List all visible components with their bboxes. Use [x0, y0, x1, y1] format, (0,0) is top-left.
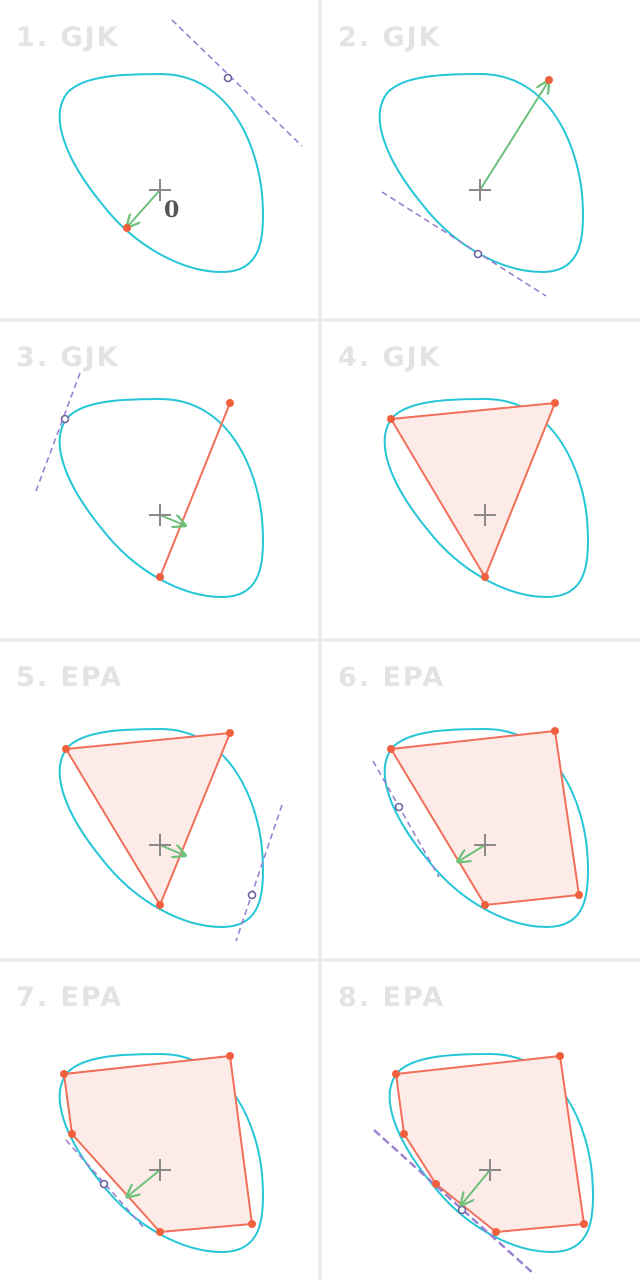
panel-title: 2. GJK — [338, 22, 442, 53]
polytope-vertex — [226, 729, 234, 737]
simplex-vertex — [156, 573, 164, 581]
polytope — [389, 729, 581, 907]
panel-1: 0 — [58, 19, 303, 273]
support-point — [223, 73, 233, 83]
simplex-triangle — [389, 401, 557, 580]
panel-title: 4. GJK — [338, 342, 442, 373]
polytope-vertex — [575, 891, 583, 899]
support-point — [99, 1179, 109, 1189]
search-direction-arrow — [128, 189, 161, 226]
support-point — [394, 802, 404, 812]
polytope-vertex — [556, 1052, 564, 1060]
panel-title: 3. GJK — [16, 342, 120, 373]
polytope-vertex — [68, 1130, 76, 1138]
panel-title: 8. EPA — [338, 982, 445, 1013]
minkowski-shape — [58, 73, 265, 273]
polytope-vertex — [387, 745, 395, 753]
simplex-vertex — [545, 76, 553, 84]
origin-cross — [149, 834, 171, 856]
origin-label: 0 — [164, 197, 179, 223]
panel-title: 1. GJK — [16, 22, 120, 53]
minkowski-shape — [58, 398, 265, 598]
panel-7 — [58, 1052, 265, 1253]
minkowski-shape — [378, 73, 585, 273]
simplex-vertex — [226, 399, 234, 407]
tangent-line — [35, 372, 81, 492]
polytope-vertex — [481, 901, 489, 909]
polytope-vertex — [248, 1220, 256, 1228]
polytope-vertex — [492, 1228, 500, 1236]
panel-title: 5. EPA — [16, 662, 123, 693]
search-direction-arrow — [128, 1169, 161, 1196]
tangent-line — [171, 19, 303, 147]
support-point — [60, 414, 70, 424]
search-direction-arrow — [159, 514, 184, 525]
panel-8 — [373, 1052, 595, 1275]
simplex-vertex — [387, 415, 395, 423]
support-point — [457, 1205, 467, 1215]
polytope — [62, 1054, 254, 1234]
polytope-vertex — [551, 727, 559, 735]
polytope — [394, 1054, 586, 1234]
polytope-vertex — [392, 1070, 400, 1078]
panel-5 — [58, 728, 283, 942]
panel-title: 6. EPA — [338, 662, 445, 693]
polytope-vertex — [156, 901, 164, 909]
tangent-line — [381, 191, 547, 297]
polytope — [64, 731, 232, 908]
simplex-vertex — [481, 573, 489, 581]
polytope-vertex — [580, 1220, 588, 1228]
search-direction-arrow — [459, 844, 486, 861]
origin-cross — [149, 1159, 171, 1181]
polytope-vertex — [432, 1180, 440, 1188]
search-direction-arrow — [462, 1169, 491, 1204]
simplex-vertex — [123, 224, 131, 232]
origin-cross — [479, 1159, 501, 1181]
support-point — [247, 890, 257, 900]
support-point — [473, 249, 483, 259]
polytope-vertex — [226, 1052, 234, 1060]
simplex-edge — [159, 402, 231, 578]
origin-cross — [474, 834, 496, 856]
panel-3 — [35, 372, 265, 598]
panel-6 — [372, 727, 590, 928]
tangent-line — [235, 804, 283, 942]
origin-cross — [149, 179, 171, 201]
polytope-vertex — [62, 745, 70, 753]
origin-cross — [474, 504, 496, 526]
tangent-line — [372, 760, 440, 878]
origin-cross — [469, 179, 491, 201]
polytope-vertex — [156, 1228, 164, 1236]
search-direction-arrow — [159, 844, 184, 855]
panel-title: 7. EPA — [16, 982, 123, 1013]
polytope-vertex — [60, 1070, 68, 1078]
simplex-vertex — [551, 399, 559, 407]
panel-4 — [383, 398, 590, 598]
search-direction-arrow — [479, 82, 548, 191]
origin-cross — [149, 504, 171, 526]
polytope-vertex — [400, 1130, 408, 1138]
panel-2 — [378, 73, 585, 297]
